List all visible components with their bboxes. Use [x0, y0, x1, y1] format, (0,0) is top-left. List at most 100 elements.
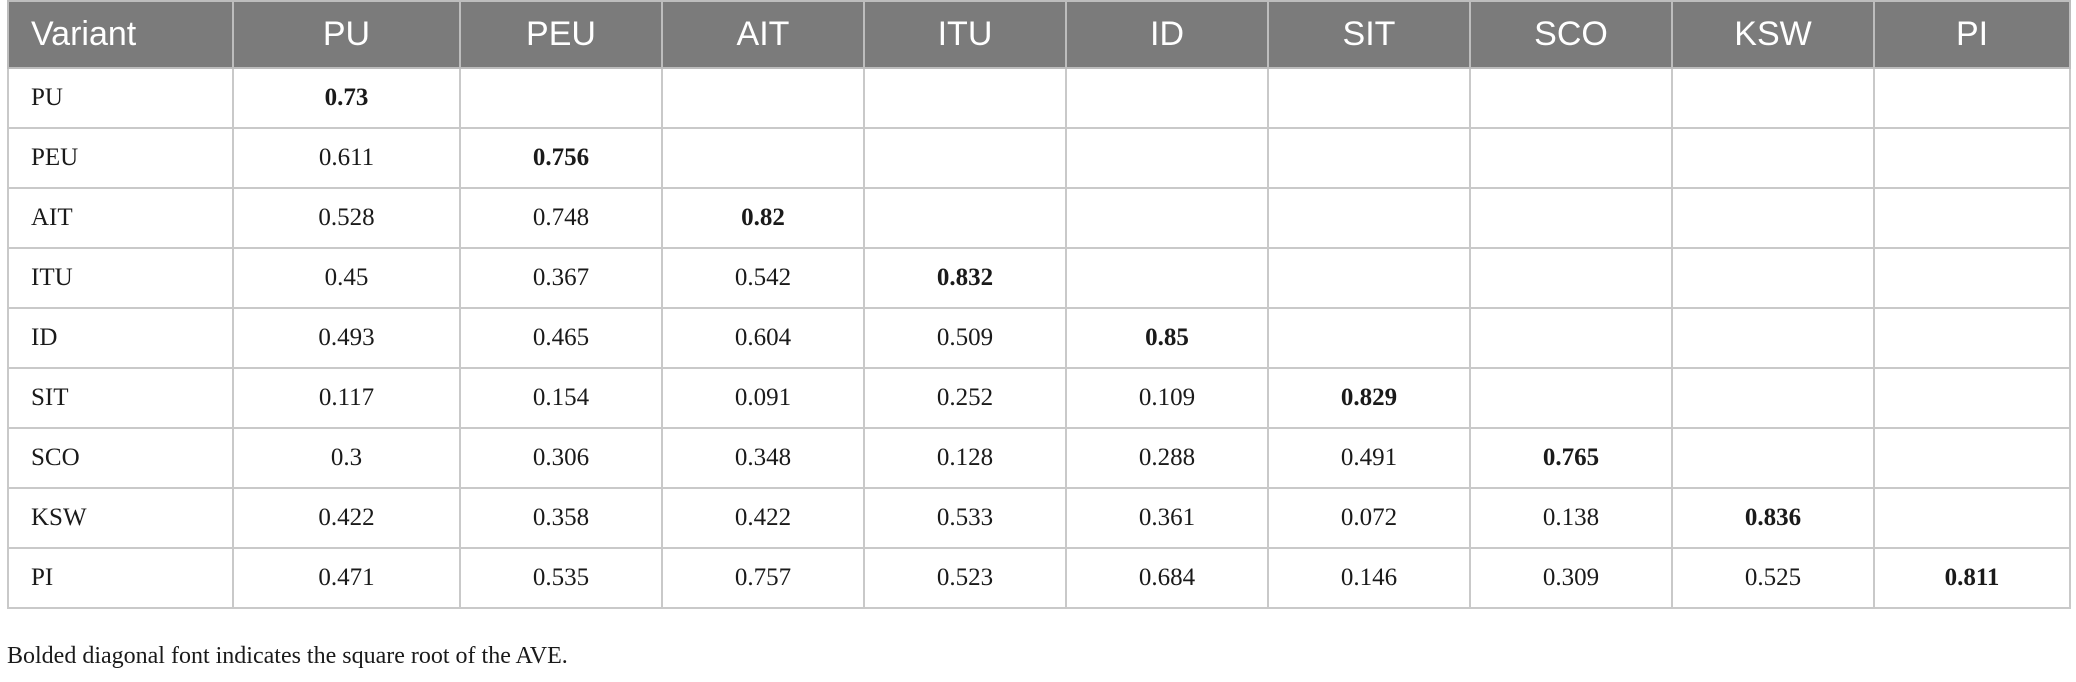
- table-cell: [1873, 307, 2071, 369]
- diagonal-cell: 0.73: [232, 67, 461, 129]
- table-cell: [863, 187, 1067, 249]
- table-cell: 0.542: [661, 247, 865, 309]
- row-label: PU: [7, 67, 234, 129]
- table-footnote: Bolded diagonal font indicates the squar…: [7, 643, 568, 669]
- row-label: SCO: [7, 427, 234, 489]
- table-cell: 0.757: [661, 547, 865, 609]
- table-cell: 0.128: [863, 427, 1067, 489]
- table-row: ID 0.493 0.465 0.604 0.509 0.85: [7, 307, 2071, 369]
- table-cell: 0.422: [232, 487, 461, 549]
- table-cell: [661, 67, 865, 129]
- table-cell: 0.422: [661, 487, 865, 549]
- table-cell: [1873, 247, 2071, 309]
- table-cell: 0.138: [1469, 487, 1673, 549]
- header-cell-id: ID: [1065, 0, 1269, 69]
- table-cell: 0.072: [1267, 487, 1471, 549]
- diagonal-cell: 0.811: [1873, 547, 2071, 609]
- table-cell: 0.748: [459, 187, 663, 249]
- table-cell: [1873, 67, 2071, 129]
- row-label: SIT: [7, 367, 234, 429]
- table-cell: [1065, 127, 1269, 189]
- table-cell: [1873, 127, 2071, 189]
- table-cell: [1671, 247, 1875, 309]
- table-cell: [1267, 127, 1471, 189]
- table-cell: 0.684: [1065, 547, 1269, 609]
- table-cell: [1873, 427, 2071, 489]
- table-cell: 0.509: [863, 307, 1067, 369]
- table-cell: 0.309: [1469, 547, 1673, 609]
- table-cell: [1469, 187, 1673, 249]
- table-cell: [1065, 67, 1269, 129]
- table-cell: 0.528: [232, 187, 461, 249]
- header-cell-pu: PU: [232, 0, 461, 69]
- table-cell: [1469, 307, 1673, 369]
- diagonal-cell: 0.82: [661, 187, 865, 249]
- table-cell: [661, 127, 865, 189]
- table-cell: 0.367: [459, 247, 663, 309]
- table-header: Variant PU PEU AIT ITU ID SIT SCO KSW PI: [7, 0, 2071, 69]
- table-cell: 0.491: [1267, 427, 1471, 489]
- row-label: PEU: [7, 127, 234, 189]
- header-cell-variant: Variant: [7, 0, 234, 69]
- diagonal-cell: 0.836: [1671, 487, 1875, 549]
- table-body: PU 0.73 PEU 0.611 0.756 AIT 0.528 0.748 0.82 ITU 0…: [7, 67, 2071, 609]
- table-cell: 0.288: [1065, 427, 1269, 489]
- table-row: PI 0.471 0.535 0.757 0.523 0.684 0.146 0.309 0.5…: [7, 547, 2071, 609]
- row-label: PI: [7, 547, 234, 609]
- table-row: PEU 0.611 0.756: [7, 127, 2071, 189]
- diagonal-cell: 0.829: [1267, 367, 1471, 429]
- table-cell: [1671, 127, 1875, 189]
- table-cell: 0.3: [232, 427, 461, 489]
- table-cell: 0.361: [1065, 487, 1269, 549]
- table-row: SIT 0.117 0.154 0.091 0.252 0.109 0.829: [7, 367, 2071, 429]
- table-cell: [1671, 367, 1875, 429]
- table-row: SCO 0.3 0.306 0.348 0.128 0.288 0.491 0.765: [7, 427, 2071, 489]
- header-cell-ksw: KSW: [1671, 0, 1875, 69]
- table-cell: 0.117: [232, 367, 461, 429]
- table-cell: [1873, 487, 2071, 549]
- row-label: AIT: [7, 187, 234, 249]
- table-cell: [1267, 307, 1471, 369]
- table-cell: 0.252: [863, 367, 1067, 429]
- table-cell: 0.154: [459, 367, 663, 429]
- header-row: Variant PU PEU AIT ITU ID SIT SCO KSW PI: [7, 0, 2071, 69]
- table-cell: [459, 67, 663, 129]
- table-cell: [1469, 67, 1673, 129]
- table-cell: 0.533: [863, 487, 1067, 549]
- table-cell: [1469, 127, 1673, 189]
- diagonal-cell: 0.756: [459, 127, 663, 189]
- table-cell: [1469, 367, 1673, 429]
- table-cell: [1671, 187, 1875, 249]
- table-cell: [863, 127, 1067, 189]
- table-cell: [863, 67, 1067, 129]
- table-cell: 0.611: [232, 127, 461, 189]
- table-cell: [1671, 427, 1875, 489]
- table-cell: 0.358: [459, 487, 663, 549]
- table-row: KSW 0.422 0.358 0.422 0.533 0.361 0.072 0.138 0.…: [7, 487, 2071, 549]
- table-cell: [1469, 247, 1673, 309]
- table-cell: [1873, 367, 2071, 429]
- table-cell: [1065, 247, 1269, 309]
- table-cell: 0.535: [459, 547, 663, 609]
- table-cell: [1873, 187, 2071, 249]
- header-cell-itu: ITU: [863, 0, 1067, 69]
- table-cell: [1267, 187, 1471, 249]
- row-label: ID: [7, 307, 234, 369]
- row-label: ITU: [7, 247, 234, 309]
- table-cell: 0.493: [232, 307, 461, 369]
- table-cell: 0.465: [459, 307, 663, 369]
- header-cell-sco: SCO: [1469, 0, 1673, 69]
- table-cell: 0.146: [1267, 547, 1471, 609]
- table-cell: [1267, 67, 1471, 129]
- table-cell: [1065, 187, 1269, 249]
- table-cell: [1267, 247, 1471, 309]
- table-cell: 0.306: [459, 427, 663, 489]
- table-cell: 0.604: [661, 307, 865, 369]
- table-cell: 0.525: [1671, 547, 1875, 609]
- table-cell: 0.471: [232, 547, 461, 609]
- header-cell-sit: SIT: [1267, 0, 1471, 69]
- correlation-matrix-table: Variant PU PEU AIT ITU ID SIT SCO KSW PI…: [7, 0, 2071, 609]
- table-row: AIT 0.528 0.748 0.82: [7, 187, 2071, 249]
- header-cell-pi: PI: [1873, 0, 2071, 69]
- row-label: KSW: [7, 487, 234, 549]
